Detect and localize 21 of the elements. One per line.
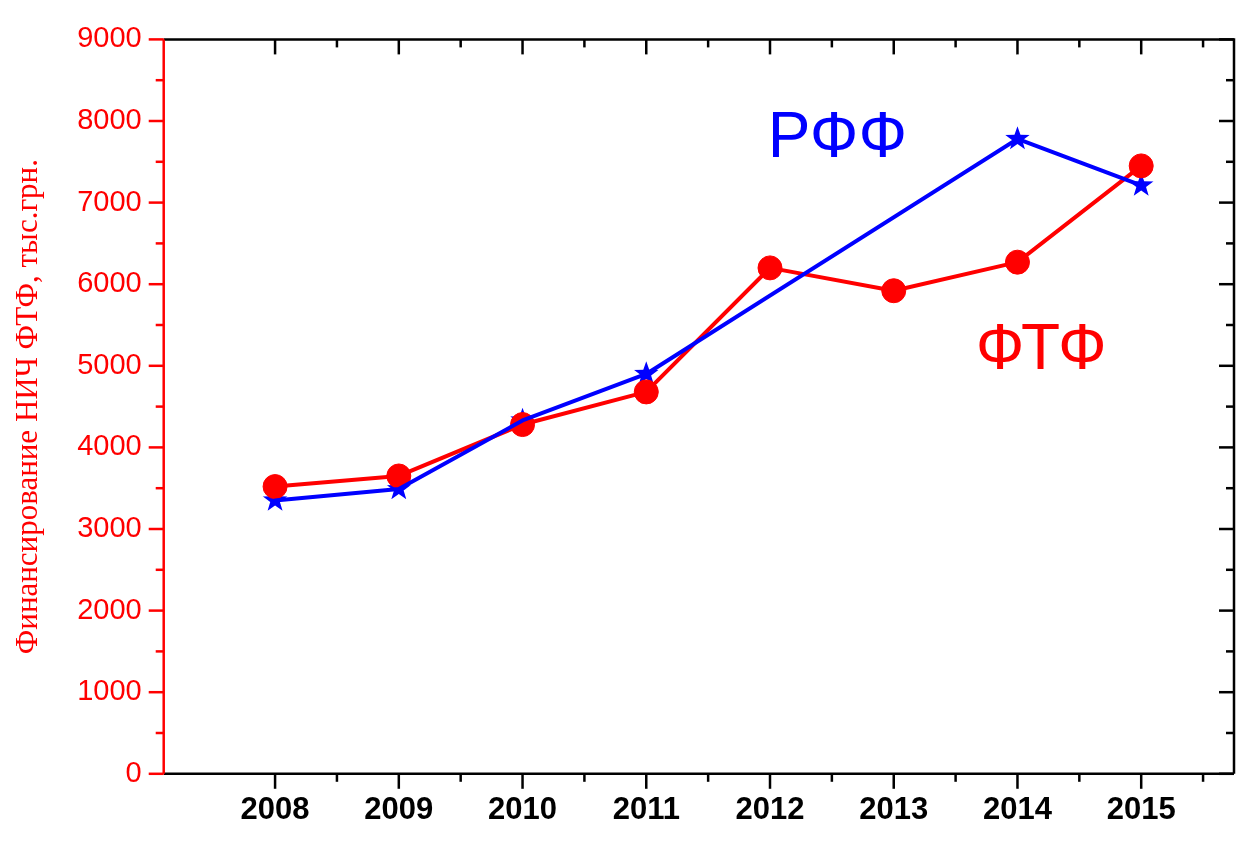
y-axis-title: Финансирование НИЧ ФТФ, тыс.грн. xyxy=(8,159,44,655)
y-tick-label: 2000 xyxy=(77,592,142,625)
y-tick-label: 8000 xyxy=(77,103,142,135)
y-tick-label: 9000 xyxy=(77,21,142,54)
x-tick-label: 2009 xyxy=(364,790,434,826)
series-label: ФТФ xyxy=(975,310,1107,383)
y-tick-label: 6000 xyxy=(77,266,142,299)
x-tick-label: 2014 xyxy=(982,790,1053,826)
x-tick-label: 2008 xyxy=(240,790,310,826)
y-tick-label: 4000 xyxy=(77,429,142,462)
series-label: РФФ xyxy=(767,98,908,171)
x-tick-label: 2015 xyxy=(1106,790,1176,826)
y-tick-label: 7000 xyxy=(77,184,142,217)
x-tick-label: 2013 xyxy=(859,790,929,826)
x-tick-label: 2012 xyxy=(735,790,805,826)
x-tick-label: 2011 xyxy=(612,790,680,826)
y-tick-label: 1000 xyxy=(77,674,142,707)
y-tick-label: 3000 xyxy=(77,511,142,543)
y-tick-label: 5000 xyxy=(77,347,142,380)
y-tick-label: 0 xyxy=(125,755,142,788)
x-tick-label: 2010 xyxy=(488,790,558,826)
